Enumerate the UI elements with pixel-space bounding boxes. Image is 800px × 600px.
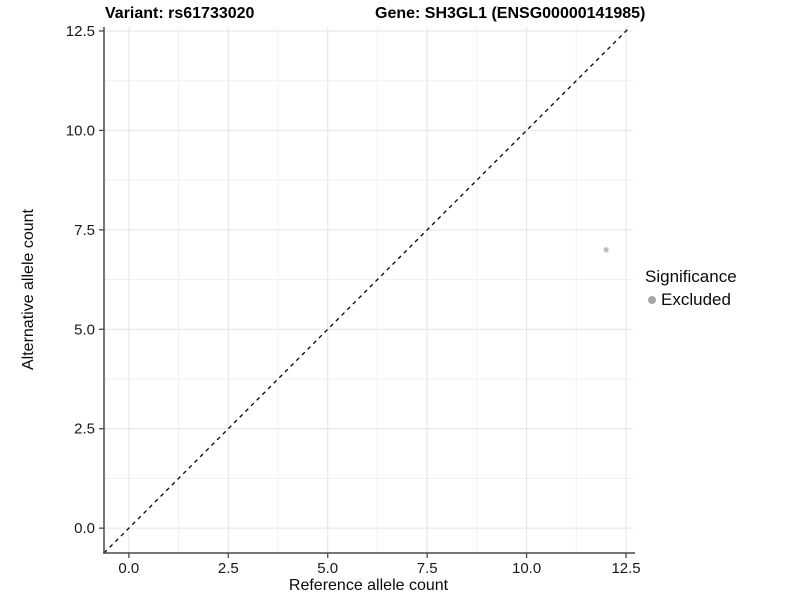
x-tick-label: 7.5 bbox=[417, 560, 438, 577]
legend-item-label: Excluded bbox=[661, 290, 731, 309]
plot-title-variant: Variant: rs61733020 bbox=[105, 5, 255, 22]
x-tick-label: 5.0 bbox=[317, 560, 338, 577]
identity-line bbox=[103, 26, 631, 554]
y-tick-label: 12.5 bbox=[66, 23, 95, 40]
y-tick-label: 10.0 bbox=[66, 122, 95, 139]
legend-point-icon bbox=[648, 296, 656, 304]
y-tick-label: 2.5 bbox=[74, 421, 95, 438]
legend-title: Significance bbox=[645, 267, 737, 286]
x-tick-label: 12.5 bbox=[611, 560, 640, 577]
x-tick-label: 0.0 bbox=[118, 560, 139, 577]
x-tick-label: 2.5 bbox=[218, 560, 239, 577]
y-tick-label: 7.5 bbox=[74, 222, 95, 239]
y-tick-label: 0.0 bbox=[74, 520, 95, 537]
x-axis-title: Reference allele count bbox=[288, 577, 449, 594]
legend-item-excluded: Excluded bbox=[648, 290, 737, 310]
y-tick-label: 5.0 bbox=[74, 321, 95, 338]
legend: Significance Excluded bbox=[645, 267, 737, 310]
x-tick-label: 10.0 bbox=[512, 560, 541, 577]
data-point bbox=[603, 247, 609, 253]
y-axis-title: Alternative allele count bbox=[20, 209, 37, 371]
plot-title-gene: Gene: SH3GL1 (ENSG00000141985) bbox=[375, 5, 646, 22]
